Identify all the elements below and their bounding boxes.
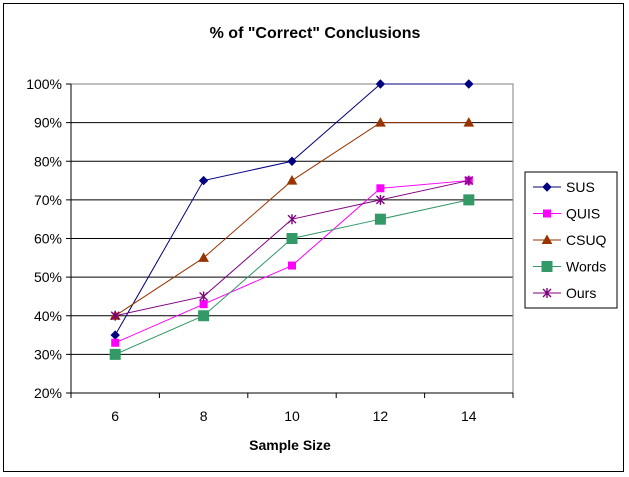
series-quis bbox=[111, 176, 473, 347]
y-tick-label: 50% bbox=[34, 269, 62, 285]
data-point bbox=[287, 156, 297, 166]
data-point bbox=[463, 194, 475, 206]
y-tick-label: 90% bbox=[34, 115, 62, 131]
legend-marker bbox=[542, 182, 552, 192]
chart-frame bbox=[3, 3, 624, 472]
y-tick-label: 20% bbox=[34, 385, 62, 401]
chart-title: % of "Correct" Conclusions bbox=[210, 25, 421, 42]
legend-item-ours: Ours bbox=[533, 285, 596, 301]
y-tick-label: 80% bbox=[34, 153, 62, 169]
data-point bbox=[198, 175, 209, 186]
data-point bbox=[199, 300, 208, 309]
legend-label: QUIS bbox=[566, 206, 600, 222]
legend-item-quis: QUIS bbox=[533, 206, 600, 222]
data-point bbox=[110, 330, 120, 340]
legend-marker bbox=[541, 234, 553, 244]
data-point bbox=[286, 175, 298, 185]
legend-item-sus: SUS bbox=[533, 179, 595, 195]
series-sus bbox=[110, 79, 474, 340]
y-tick-label: 30% bbox=[34, 346, 62, 362]
legend-label: CSUQ bbox=[566, 232, 607, 248]
y-axis: 20% 30% 40% 50% 60% 70% 80% 90% 100% bbox=[26, 76, 72, 401]
x-tick-label: 14 bbox=[461, 408, 477, 424]
data-point bbox=[376, 184, 385, 193]
legend-marker bbox=[543, 209, 551, 218]
data-point bbox=[111, 338, 120, 347]
series-ours bbox=[110, 175, 474, 321]
x-tick-label: 6 bbox=[111, 408, 119, 424]
data-point bbox=[286, 233, 298, 244]
x-axis-label: Sample Size bbox=[249, 437, 331, 453]
x-axis: 6 8 10 12 14 bbox=[70, 392, 514, 424]
y-tick-label: 70% bbox=[34, 192, 62, 208]
legend-marker bbox=[541, 261, 553, 272]
legend-item-csuq: CSUQ bbox=[533, 232, 607, 248]
x-tick-label: 8 bbox=[200, 408, 208, 424]
legend-label: Words bbox=[566, 259, 606, 275]
data-point bbox=[198, 310, 210, 322]
data-point bbox=[287, 214, 297, 225]
data-point bbox=[375, 79, 386, 89]
series-line bbox=[115, 180, 469, 317]
legend-item-words: Words bbox=[533, 259, 606, 275]
legend: SUS QUIS CSUQ Words Ours bbox=[524, 171, 618, 309]
data-point bbox=[375, 117, 386, 127]
data-point bbox=[288, 261, 296, 270]
y-tick-label: 60% bbox=[34, 231, 62, 247]
series-layer bbox=[109, 79, 475, 360]
data-point bbox=[463, 117, 475, 127]
series-line bbox=[114, 83, 469, 336]
x-tick-label: 12 bbox=[373, 408, 389, 424]
data-point bbox=[464, 175, 474, 186]
data-point bbox=[198, 252, 209, 262]
legend-label: Ours bbox=[566, 285, 596, 301]
y-tick-label: 40% bbox=[34, 308, 62, 324]
data-point bbox=[464, 79, 474, 89]
legend-label: SUS bbox=[566, 179, 595, 195]
legend-marker bbox=[542, 288, 552, 298]
data-point bbox=[110, 310, 120, 321]
data-point bbox=[109, 348, 121, 360]
series-words bbox=[109, 194, 475, 360]
data-point bbox=[199, 291, 209, 302]
data-point bbox=[374, 213, 386, 225]
y-tick-label: 100% bbox=[26, 76, 62, 92]
x-tick-label: 10 bbox=[284, 408, 300, 424]
data-point bbox=[375, 194, 385, 205]
